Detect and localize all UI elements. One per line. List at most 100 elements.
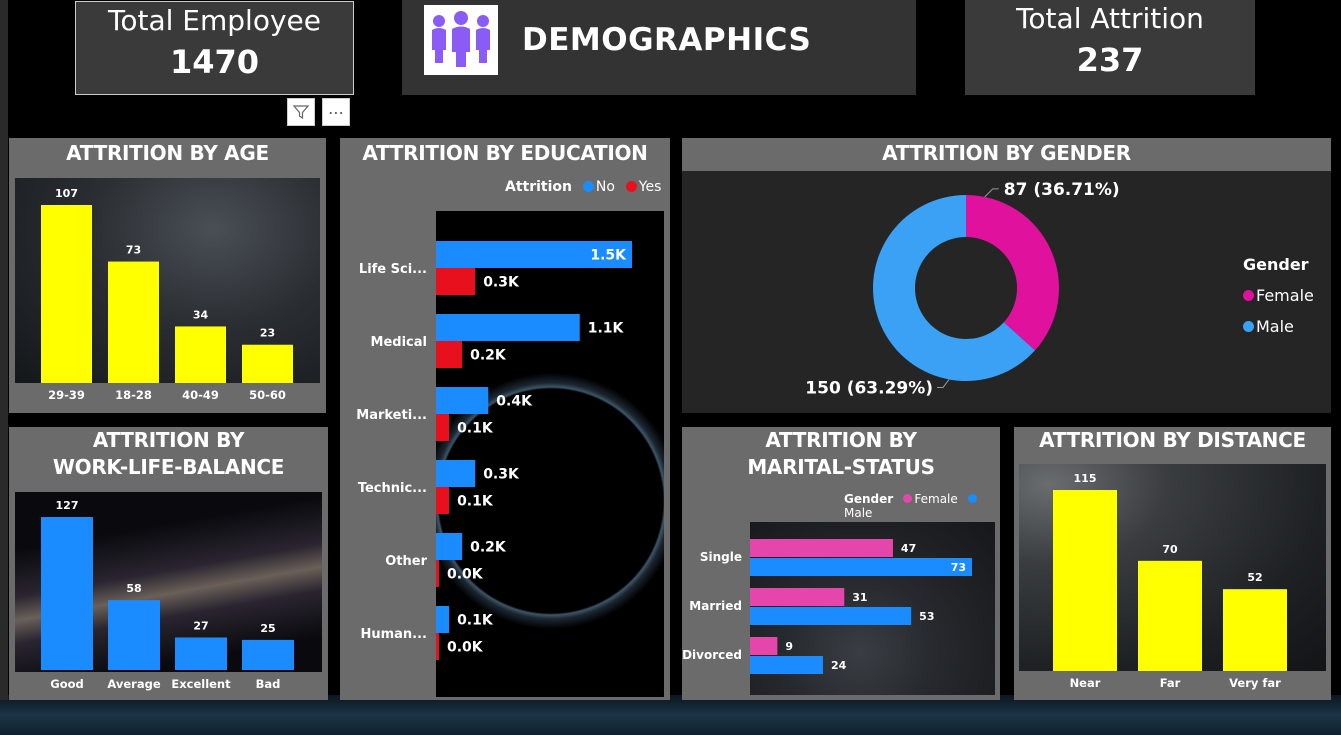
yes-bar-4[interactable] [436, 560, 439, 587]
data-label-2: 52 [1247, 571, 1262, 584]
yes-data-label-3: 0.1K [457, 494, 494, 510]
attrition-by-education-panel[interactable]: ATTRITION BY EDUCATION Attrition No Yes … [340, 138, 670, 700]
total-attrition-card[interactable]: Total Attrition 237 [965, 0, 1255, 95]
tick-label-2: Marketi... [356, 408, 427, 423]
page-title: DEMOGRAPHICS [522, 22, 812, 58]
female-data-label-1: 31 [852, 591, 867, 604]
data-label-3: 23 [260, 327, 275, 340]
wlb-chart-plot: 127 58 27 25 [15, 492, 322, 672]
legend-female-label: Female [1256, 286, 1314, 305]
attrition-by-marital-status-panel[interactable]: ATTRITION BY MARITAL-STATUS Gender Femal… [682, 427, 1000, 700]
attrition-by-distance-panel[interactable]: ATTRITION BY DISTANCE 115 70 52 Near Far Ver… [1014, 427, 1331, 700]
tick-label-0: Life Sci... [359, 262, 427, 277]
bar-0[interactable] [1053, 490, 1117, 671]
male-data-label-0: 73 [951, 561, 966, 574]
tick-label-2: Excellent [171, 677, 231, 691]
panel-title: ATTRITION BY EDUCATION [362, 141, 648, 165]
male-bar-0[interactable] [750, 558, 972, 576]
distance-x-axis: Near Far Very far [1070, 676, 1282, 690]
no-bar-4[interactable] [436, 533, 463, 560]
tick-label-0: 29-39 [48, 388, 85, 402]
male-bar-1[interactable] [750, 607, 912, 625]
data-label-0: 127 [56, 499, 79, 512]
tick-label-0: Near [1070, 676, 1101, 690]
education-y-axis: Life Sci... Medical Marketi... Technic... Ot… [356, 262, 427, 642]
no-data-label-2: 0.4K [496, 394, 533, 410]
bar-2[interactable] [175, 326, 226, 383]
leader-line-female [984, 188, 999, 198]
tick-label-1: 18-28 [115, 388, 152, 402]
total-attrition-value: 237 [1076, 41, 1144, 79]
legend-female: Female [1243, 280, 1314, 311]
bar-1[interactable] [108, 261, 159, 383]
bar-3[interactable] [242, 639, 294, 670]
legend-female-marker [903, 494, 913, 503]
title-card: DEMOGRAPHICS [402, 0, 916, 95]
yes-bar-5[interactable] [436, 633, 439, 660]
legend-title: Gender [844, 492, 894, 506]
female-bar-2[interactable] [750, 637, 778, 655]
male-data-label-2: 24 [831, 659, 847, 672]
filter-icon[interactable] [287, 98, 315, 126]
panel-title-line2: MARITAL-STATUS [747, 455, 935, 479]
bar-3[interactable] [242, 344, 293, 383]
slice-female[interactable] [966, 195, 1059, 351]
tick-label-0: Single [700, 550, 742, 564]
no-data-label-5: 0.1K [457, 613, 494, 629]
yes-bar-1[interactable] [436, 341, 463, 368]
yes-bar-2[interactable] [436, 414, 450, 441]
legend-male-label: Male [1256, 317, 1294, 336]
gender-chart-plot: 87 (36.71%) 150 (63.29%) Gender Female Ma… [682, 171, 1331, 413]
slice-male[interactable] [873, 195, 1035, 381]
no-data-label-4: 0.2K [470, 540, 507, 556]
age-x-axis: 29-39 18-28 40-49 50-60 [48, 388, 286, 402]
bar-2[interactable] [175, 637, 227, 670]
male-bar-2[interactable] [750, 656, 823, 674]
legend-male-label: Male [844, 506, 873, 520]
legend-yes-label: Yes [638, 179, 662, 195]
panel-title-line2: WORK-LIFE-BALANCE [52, 455, 285, 479]
marital-chart-plot: 47 73 31 53 9 24 [750, 522, 995, 695]
tick-label-1: Far [1160, 676, 1181, 690]
bar-2[interactable] [1223, 589, 1287, 671]
bar-0[interactable] [41, 205, 92, 383]
yes-bar-3[interactable] [436, 487, 450, 514]
tick-label-1: Medical [371, 335, 427, 350]
gender-legend: Gender Female Male [1243, 249, 1314, 342]
attrition-by-age-panel[interactable]: ATTRITION BY AGE 107 73 34 23 29-39 18-28 40-… [9, 138, 326, 413]
legend-male-marker [1243, 321, 1254, 332]
no-bar-1[interactable] [436, 314, 580, 341]
no-bar-0[interactable] [436, 241, 632, 268]
no-data-label-0: 1.5K [590, 248, 627, 264]
bar-1[interactable] [108, 600, 160, 670]
female-bar-1[interactable] [750, 588, 845, 606]
gender-chart: 87 (36.71%) 150 (63.29%) [805, 180, 1120, 399]
attrition-by-gender-panel[interactable]: ATTRITION BY GENDER 87 (36.71%) 150 (63.2… [682, 138, 1331, 413]
data-label-0: 115 [1074, 472, 1097, 485]
total-employee-card[interactable]: Total Employee 1470 [75, 1, 354, 95]
distance-chart-plot: 115 70 52 [1019, 464, 1326, 671]
female-bar-0[interactable] [750, 539, 893, 557]
panel-title: ATTRITION BY DISTANCE [1039, 428, 1306, 452]
panel-title: ATTRITION BY AGE [66, 141, 269, 165]
no-bar-2[interactable] [436, 387, 489, 414]
total-attrition-label: Total Attrition [1016, 2, 1204, 35]
data-label-0: 107 [55, 187, 78, 200]
bar-0[interactable] [41, 517, 93, 670]
more-options-icon[interactable]: ⋯ [322, 98, 350, 126]
yes-bar-0[interactable] [436, 268, 476, 295]
attrition-by-work-life-balance-panel[interactable]: ATTRITION BY WORK-LIFE-BALANCE 127 58 27 25… [9, 427, 328, 700]
age-chart-plot: 107 73 34 23 [15, 178, 320, 383]
tick-label-3: 50-60 [249, 388, 286, 402]
female-data-label-2: 9 [785, 640, 793, 653]
legend-female-marker [1243, 290, 1254, 301]
legend-no-label: No [595, 179, 615, 195]
no-bar-3[interactable] [436, 460, 476, 487]
data-label-female: 87 (36.71%) [1004, 180, 1120, 200]
marital-chart: 47 73 31 53 9 24 [750, 539, 972, 674]
no-data-label-1: 1.1K [588, 321, 625, 337]
legend-male: Male [1243, 311, 1314, 342]
leader-line-male [937, 379, 950, 388]
bar-1[interactable] [1138, 560, 1202, 671]
no-bar-5[interactable] [436, 606, 450, 633]
